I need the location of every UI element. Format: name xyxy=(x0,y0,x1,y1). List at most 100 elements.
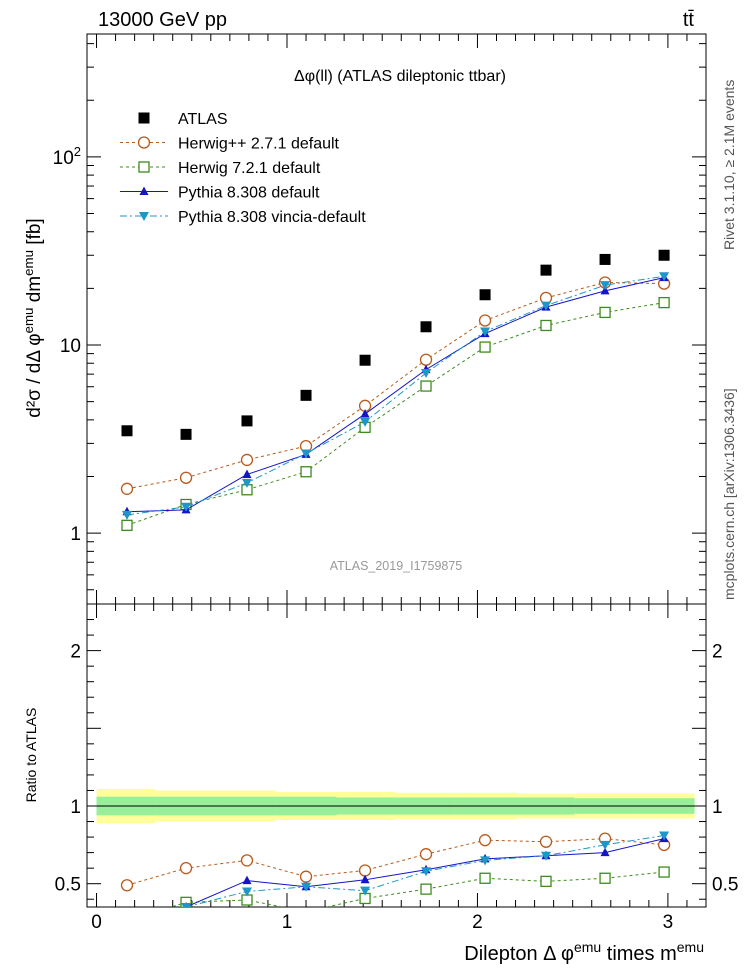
legend-item: Herwig 7.2.1 default xyxy=(120,160,321,177)
data-point xyxy=(479,341,491,353)
legend-item: Herwig++ 2.7.1 default xyxy=(120,136,340,153)
ratio-series-herwig-7-2-1-default xyxy=(169,866,670,907)
data-point xyxy=(120,482,134,495)
data-point xyxy=(599,253,611,265)
data-point xyxy=(300,466,312,478)
series-herwig-7-2-1-default xyxy=(121,296,670,531)
legend-label: Herwig 7.2.1 default xyxy=(178,160,321,177)
series-line xyxy=(169,871,665,907)
data-point xyxy=(180,428,192,440)
data-point xyxy=(121,519,133,531)
data-point xyxy=(541,851,552,861)
data-point xyxy=(179,862,193,875)
series-atlas xyxy=(121,249,670,440)
x-tick-label: 3 xyxy=(663,912,674,933)
legend-label: Herwig++ 2.7.1 default xyxy=(178,136,340,153)
main-plot-frame xyxy=(86,33,707,605)
data-point xyxy=(138,161,150,173)
data-point xyxy=(480,856,491,866)
ratio-y-tick-label-right: 0.5 xyxy=(712,875,738,896)
mcplots-label: mcplots.cern.ch [arXiv:1306.3436] xyxy=(721,388,737,600)
legend-label: Pythia 8.308 default xyxy=(178,185,320,202)
data-point xyxy=(241,894,253,906)
process-label: tt̄ xyxy=(683,9,695,31)
series-line xyxy=(126,277,665,513)
ratio-y-tick-label: 1 xyxy=(70,797,81,818)
data-point xyxy=(300,389,312,401)
data-point xyxy=(478,834,492,847)
series-line xyxy=(126,275,665,516)
data-point xyxy=(240,453,254,467)
data-point xyxy=(301,449,312,459)
collision-energy-label: 13000 GeV pp xyxy=(98,9,227,31)
data-point xyxy=(419,848,433,861)
data-point xyxy=(659,272,670,282)
series-herwig-2-7-1-default xyxy=(120,276,671,495)
series-line xyxy=(183,835,665,907)
x-axis-label: Dilepton Δ φemu times memu xyxy=(464,939,704,965)
data-point xyxy=(242,875,252,885)
series-line xyxy=(126,838,665,886)
data-point xyxy=(541,301,552,311)
data-point xyxy=(420,380,432,392)
data-point xyxy=(179,471,193,484)
data-point xyxy=(599,872,611,884)
data-point xyxy=(421,368,432,378)
analysis-watermark: ATLAS_2019_I1759875 xyxy=(330,559,463,573)
series-pythia-8-308-vincia-default xyxy=(121,272,670,520)
rivet-version-label: Rivet 3.1.10, ≥ 2.1M events xyxy=(721,80,737,250)
data-point xyxy=(181,502,192,512)
ratio-y-tick-label: 2 xyxy=(70,642,81,663)
legend-item: Pythia 8.308 default xyxy=(120,185,320,202)
data-point xyxy=(299,870,313,883)
series-line xyxy=(126,302,665,526)
data-point xyxy=(301,882,312,892)
data-point xyxy=(479,289,491,301)
main-plot-title: Δφ(ll) (ATLAS dileptonic ttbar) xyxy=(294,68,506,85)
ratio-y-tick-label-right: 1 xyxy=(712,797,723,818)
ratio-series-pythia-8-308-vincia-default xyxy=(181,831,670,907)
data-point xyxy=(600,840,611,850)
x-tick-label: 0 xyxy=(91,912,102,933)
series-line xyxy=(126,281,665,490)
data-point xyxy=(241,887,252,897)
data-point xyxy=(138,112,150,124)
ratio-plot-frame xyxy=(86,603,707,908)
x-tick-label: 1 xyxy=(282,912,293,933)
data-point xyxy=(600,847,610,857)
data-point xyxy=(480,327,491,337)
data-point xyxy=(600,281,611,291)
data-point xyxy=(242,469,252,478)
data-point xyxy=(139,212,149,221)
data-point xyxy=(658,249,670,261)
y-tick-label: 1 xyxy=(70,524,81,545)
data-point xyxy=(360,874,370,884)
ratio-plot: 0.5 0.5 1 1 2 2 0 1 2 3 xyxy=(55,603,738,933)
data-point xyxy=(420,883,432,895)
data-point xyxy=(360,886,371,896)
ratio-y-axis-label: Ratio to ATLAS xyxy=(23,708,39,803)
data-point xyxy=(360,417,371,427)
data-point xyxy=(478,314,492,327)
data-point xyxy=(181,903,192,907)
data-point xyxy=(659,831,670,841)
data-point xyxy=(540,875,552,888)
legend-item: Pythia 8.308 vincia-default xyxy=(120,209,366,226)
data-point xyxy=(121,425,133,437)
y-tick-label: 10 xyxy=(60,336,81,357)
data-point xyxy=(599,306,611,319)
data-point xyxy=(658,296,670,309)
x-tick-label: 2 xyxy=(472,912,483,933)
ratio-y-tick-label: 0.5 xyxy=(55,875,81,896)
legend-label: Pythia 8.308 vincia-default xyxy=(178,209,366,226)
data-point xyxy=(658,866,670,878)
data-point xyxy=(358,864,372,877)
ratio-series-pythia-8-308-default xyxy=(183,833,669,907)
data-point xyxy=(420,321,432,333)
data-point xyxy=(120,879,134,892)
ratio-y-tick-label-right: 2 xyxy=(712,642,723,663)
legend-item: ATLAS xyxy=(138,111,228,128)
main-plot: 1 10 102 xyxy=(53,33,707,605)
data-point xyxy=(539,835,553,848)
